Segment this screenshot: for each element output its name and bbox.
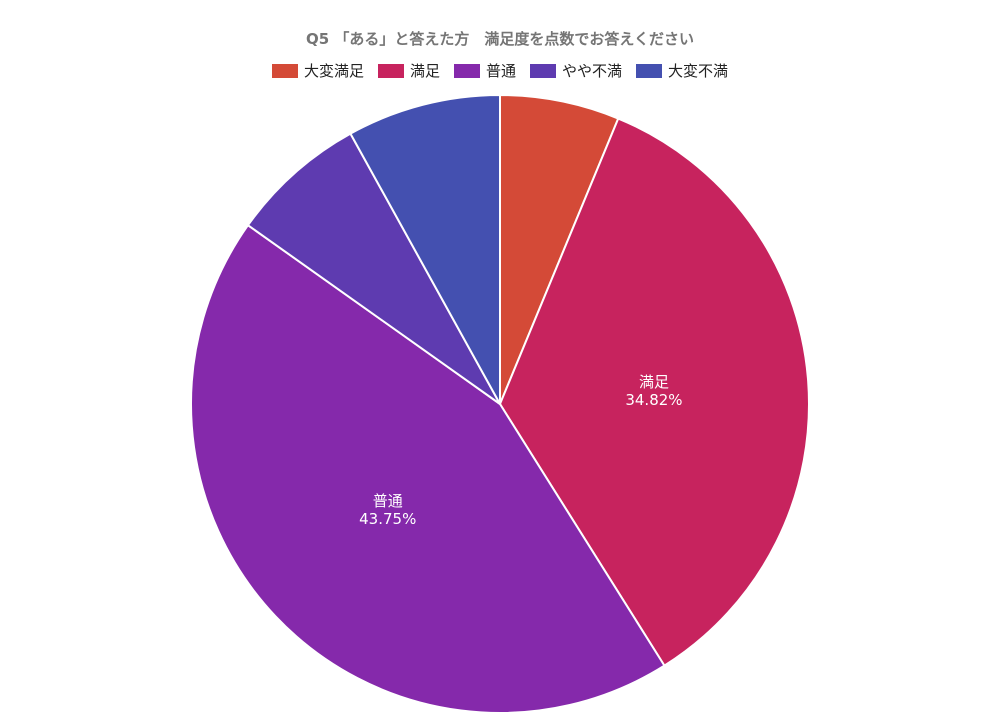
- chart-title: Q5 「ある」と答えた方 満足度を点数でお答えください: [306, 30, 694, 48]
- legend-item-somewhat-dissatisfied[interactable]: やや不満: [530, 60, 622, 81]
- slice-somewhat-dissatisfied[interactable]: [246, 132, 501, 405]
- legend-swatch: [377, 63, 404, 78]
- legend-label: 普通: [485, 62, 516, 80]
- legend-label: 大変満足: [303, 62, 364, 80]
- slice-very-dissatisfied[interactable]: [349, 93, 501, 405]
- legend: 大変満足 満足 普通 やや不満 大変不満: [0, 60, 1000, 81]
- slice-label-percent: 34.82%: [625, 391, 682, 409]
- slice-label-name: 普通: [373, 492, 403, 510]
- legend-item-very-dissatisfied[interactable]: 大変不満: [636, 60, 728, 81]
- slice-label-percent: 43.75%: [359, 510, 416, 528]
- legend-swatch: [453, 63, 480, 78]
- legend-label: やや不満: [562, 62, 623, 80]
- slice-neutral[interactable]: [190, 223, 666, 714]
- legend-label: 満足: [409, 62, 440, 80]
- slice-label-name: 満足: [639, 373, 669, 391]
- slice-very-satisfied[interactable]: [499, 93, 620, 405]
- legend-swatch: [530, 63, 556, 78]
- legend-item-very-satisfied[interactable]: 大変満足: [271, 60, 364, 81]
- slice-satisfied[interactable]: [498, 117, 810, 668]
- legend-label: 大変不満: [668, 62, 729, 80]
- legend-swatch: [271, 63, 298, 78]
- legend-item-neutral[interactable]: 普通: [453, 60, 516, 81]
- legend-item-satisfied[interactable]: 満足: [377, 60, 440, 81]
- legend-swatch: [636, 63, 663, 78]
